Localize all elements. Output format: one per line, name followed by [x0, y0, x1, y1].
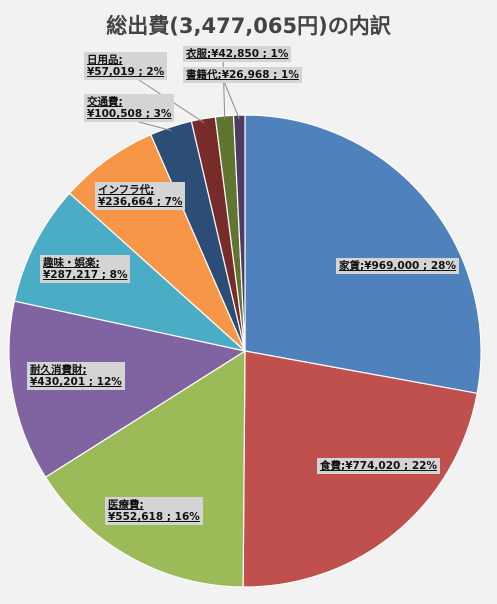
data-label-text: 衣服;¥42,850 ; 1%: [186, 48, 289, 60]
data-label-category: インフラ代;: [98, 184, 155, 196]
pie-slice-10: [232, 114, 246, 352]
leader-line-7: [138, 121, 173, 132]
data-label-9: 衣服;¥42,850 ; 1%: [183, 46, 292, 62]
data-label-value: ¥100,508 ; 3%: [87, 108, 172, 120]
pie-slice-3: [44, 349, 246, 588]
data-label-1: 家賃;¥969,000 ; 28%: [336, 258, 459, 274]
data-label-category: 耐久消費財;: [30, 364, 87, 376]
data-label-category: 交通費;: [87, 96, 123, 108]
data-label-value: ¥57,019 ; 2%: [87, 66, 165, 78]
pie-slice-1: [244, 114, 482, 395]
data-label-5: 趣味・娯楽; ¥287,217 ; 8%: [40, 255, 131, 283]
data-label-value: ¥287,217 ; 8%: [43, 269, 128, 281]
data-label-value: ¥236,664 ; 7%: [98, 196, 183, 208]
data-label-value: ¥552,618 ; 16%: [108, 511, 200, 523]
data-label-text: 書籍代;¥26,968 ; 1%: [186, 69, 299, 81]
data-label-category: 趣味・娯楽;: [43, 257, 100, 269]
data-label-8: 日用品; ¥57,019 ; 2%: [84, 52, 168, 80]
leader-line-10: [222, 78, 240, 120]
data-label-7: 交通費; ¥100,508 ; 3%: [84, 94, 175, 122]
data-label-category: 日用品;: [87, 54, 123, 66]
data-label-text: 家賃;¥969,000 ; 28%: [339, 260, 456, 272]
pie-slice-4: [8, 300, 247, 479]
data-label-3: 医療費; ¥552,618 ; 16%: [105, 497, 203, 525]
data-label-value: ¥430,201 ; 12%: [30, 376, 122, 388]
chart-title: 総出費(3,477,065円)の内訳: [106, 14, 391, 38]
data-label-10: 書籍代;¥26,968 ; 1%: [183, 67, 302, 83]
data-label-2: 食費;¥774,020 ; 22%: [317, 458, 440, 474]
data-label-6: インフラ代; ¥236,664 ; 7%: [95, 182, 186, 210]
data-label-4: 耐久消費財; ¥430,201 ; 12%: [27, 362, 125, 390]
data-label-text: 食費;¥774,020 ; 22%: [320, 460, 437, 472]
data-label-category: 医療費;: [108, 499, 144, 511]
